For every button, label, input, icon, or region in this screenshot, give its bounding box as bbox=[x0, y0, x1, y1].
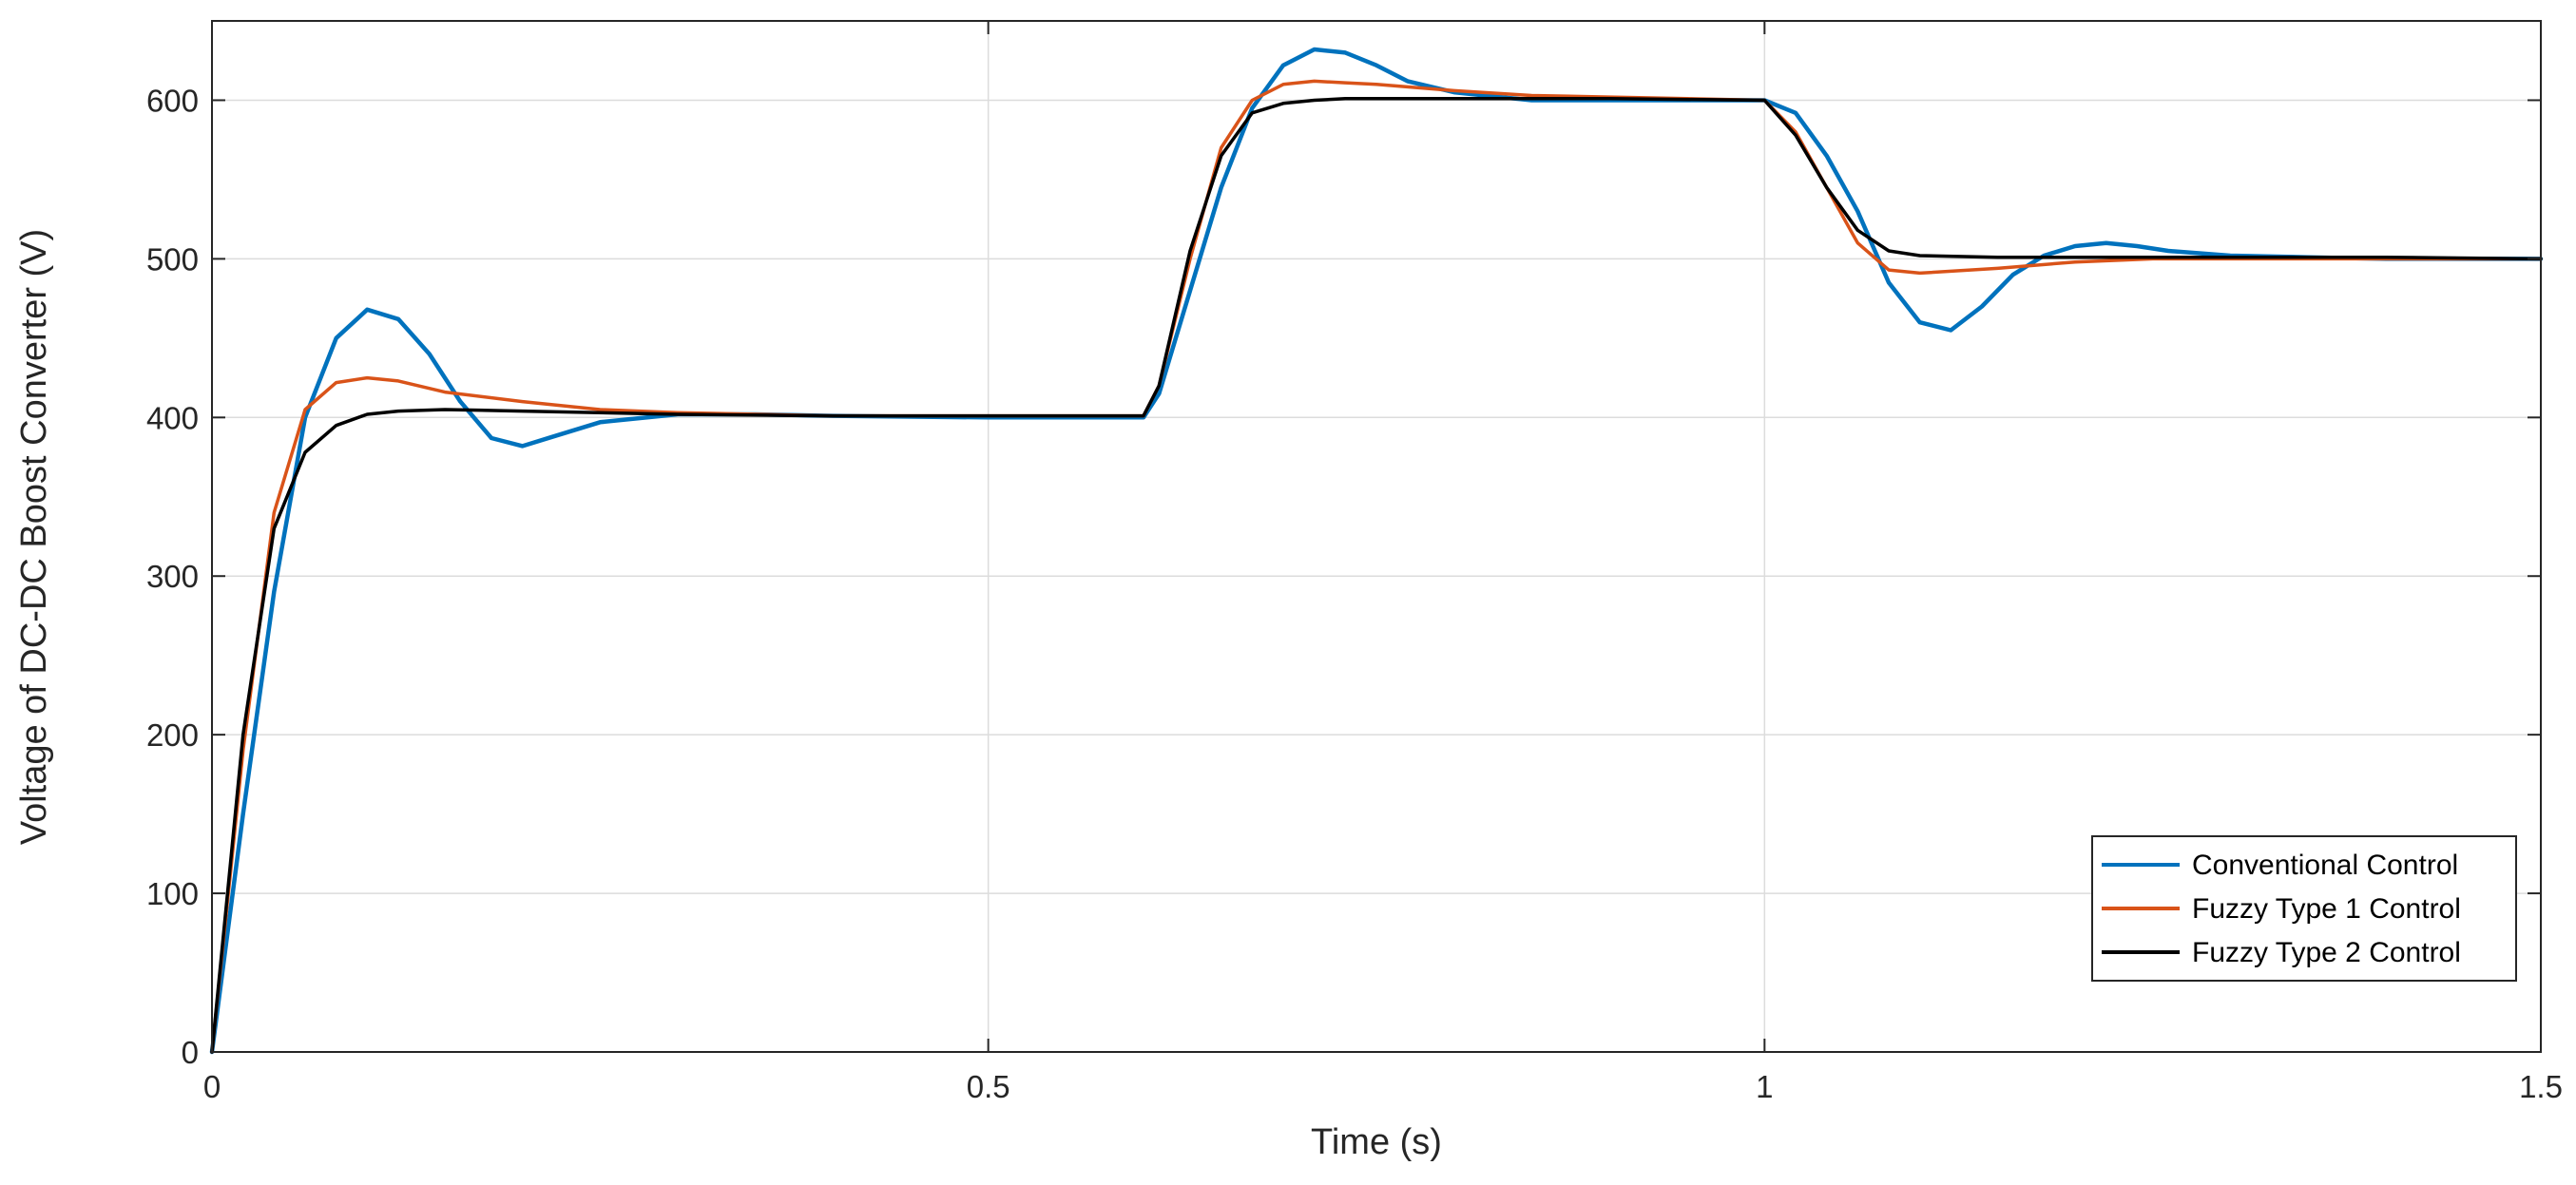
plot-frame bbox=[211, 20, 2542, 1053]
series-layer bbox=[209, 47, 2544, 1055]
y-tick-label: 0 bbox=[182, 1035, 199, 1070]
y-axis-label: Voltage of DC-DC Boost Converter (V) bbox=[14, 229, 54, 845]
y-tick-labels: 0 100 200 300 400 500 600 bbox=[146, 83, 199, 1070]
y-tick-label: 100 bbox=[146, 876, 199, 911]
x-axis-label: Time (s) bbox=[1311, 1122, 1442, 1162]
series-line-2 bbox=[210, 79, 2543, 1054]
x-tick-label: 1.5 bbox=[2519, 1069, 2563, 1104]
y-tick-label: 600 bbox=[146, 83, 199, 118]
y-tick-label: 500 bbox=[146, 241, 199, 277]
series-line-1 bbox=[209, 47, 2544, 1055]
x-tick-label: 1 bbox=[1756, 1069, 1773, 1104]
x-tick-label: 0 bbox=[203, 1069, 221, 1104]
y-tick-label: 200 bbox=[146, 717, 199, 753]
y-tick-label: 300 bbox=[146, 559, 199, 594]
legend-label: Fuzzy Type 1 Control bbox=[2192, 893, 2461, 925]
y-tick-label: 400 bbox=[146, 400, 199, 435]
x-tick-label: 0.5 bbox=[967, 1069, 1010, 1104]
legend: Conventional Control Fuzzy Type 1 Control… bbox=[2091, 835, 2517, 982]
x-tick-labels: 0 0.5 1 1.5 bbox=[203, 1069, 2563, 1104]
legend-label: Fuzzy Type 2 Control bbox=[2192, 937, 2461, 968]
legend-label: Conventional Control bbox=[2192, 850, 2458, 881]
series-line-3 bbox=[210, 97, 2543, 1054]
axis-ticks bbox=[211, 21, 2542, 1053]
